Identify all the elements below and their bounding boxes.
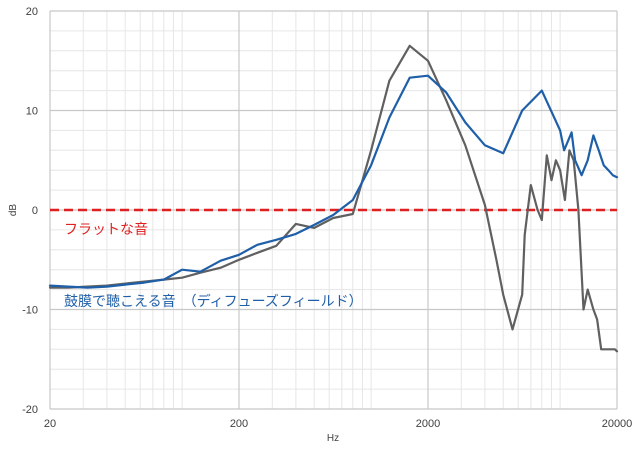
x-tick-label: 20000 — [602, 418, 633, 430]
x-tick-labels: 20 200 2000 20000 — [44, 418, 632, 430]
x-tick-label: 200 — [230, 418, 248, 430]
flat-sound-annotation: フラットな音 — [64, 221, 148, 238]
y-tick-label: -10 — [22, 305, 38, 317]
y-tick-label: 0 — [32, 205, 38, 217]
y-tick-label: 20 — [26, 6, 38, 18]
eardrum-sound-annotation: 鼓膜で聴こえる音 （ディフューズフィールド） — [64, 293, 363, 310]
x-tick-label: 2000 — [416, 418, 440, 430]
x-tick-label: 20 — [44, 418, 56, 430]
eardrum-response-line — [50, 76, 617, 288]
y-tick-labels: -20 -10 0 10 20 — [22, 6, 38, 416]
x-axis-label: Hz — [327, 433, 339, 444]
y-axis-label: dB — [8, 204, 19, 217]
y-tick-label: 10 — [26, 106, 38, 118]
y-tick-label: -20 — [22, 404, 38, 416]
